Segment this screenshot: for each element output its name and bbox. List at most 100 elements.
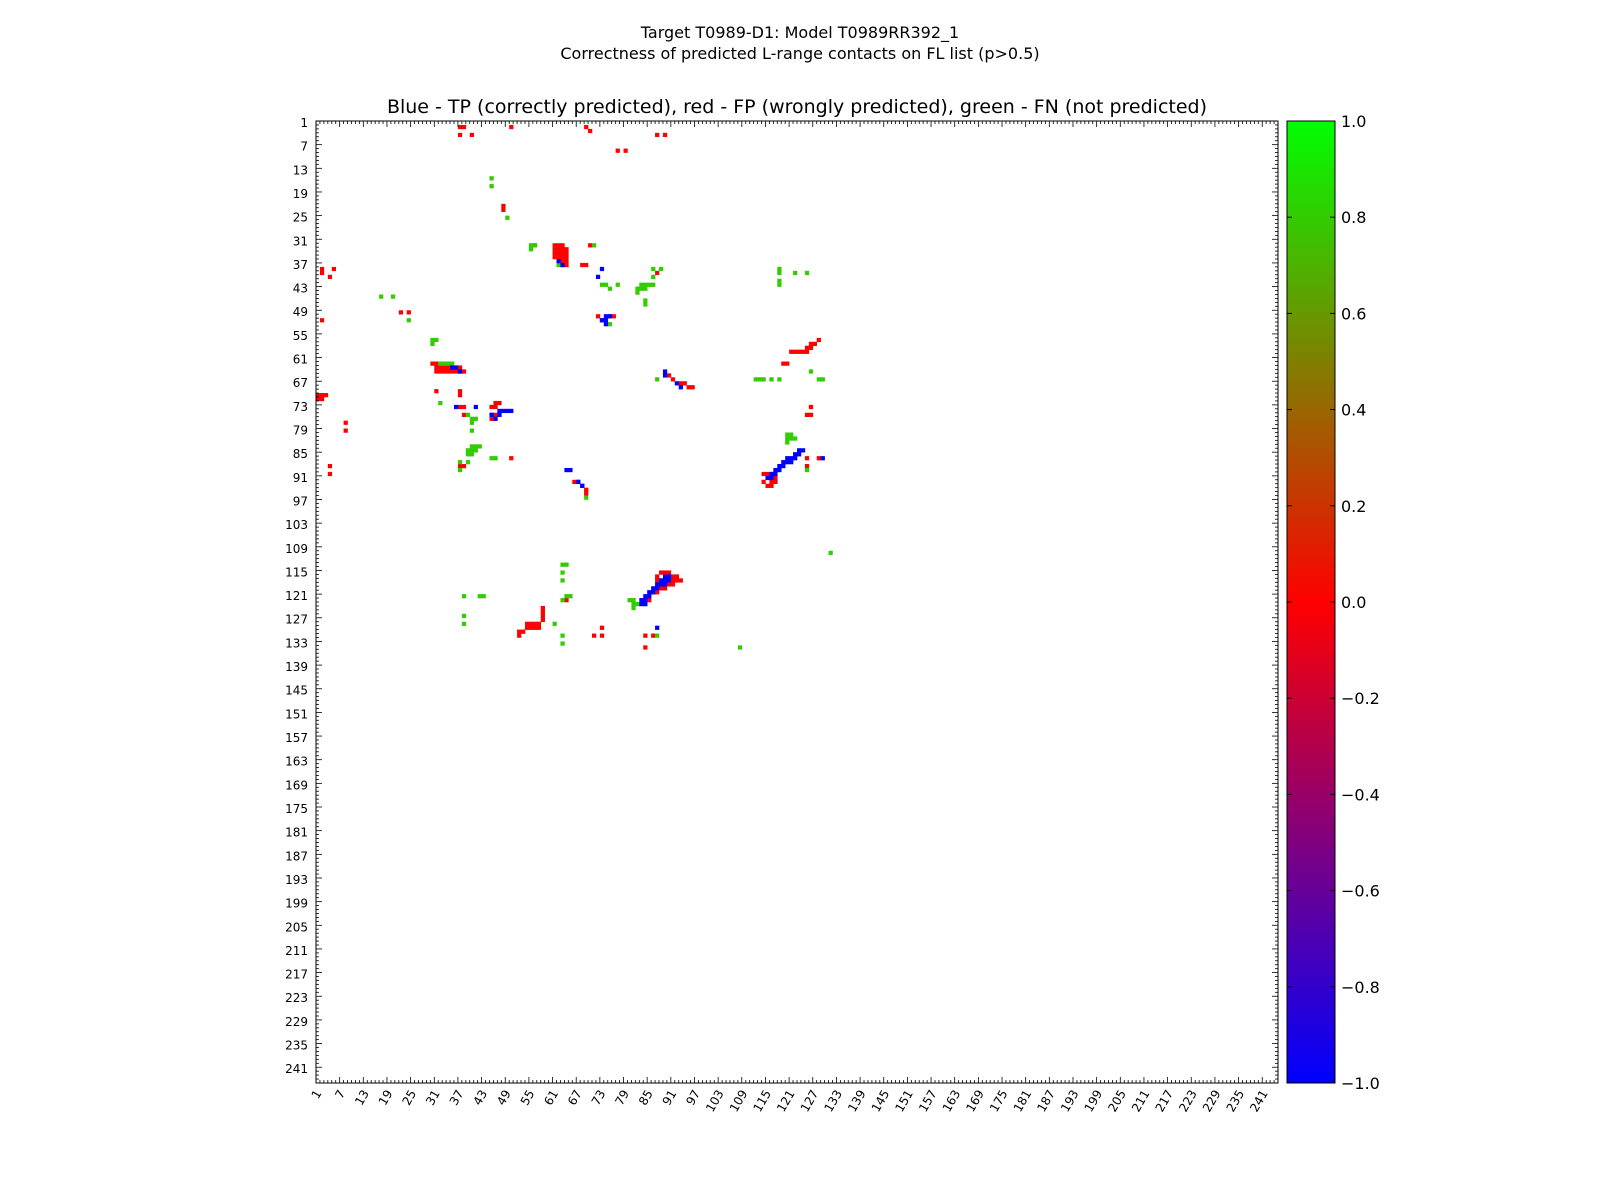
- fp-contact-cell: [446, 369, 451, 374]
- y-tick-label: 115: [285, 565, 308, 579]
- fp-contact-cell: [808, 404, 814, 410]
- tp-contact-cell: [639, 598, 644, 603]
- fn-contact-cell: [560, 641, 565, 646]
- tp-contact-cell: [793, 452, 798, 457]
- y-tick-label: 163: [285, 755, 308, 769]
- fn-contact-cell: [560, 598, 565, 603]
- y-tick-label: 223: [285, 991, 308, 1005]
- fp-contact-cell: [643, 645, 648, 650]
- tp-contact-cell: [662, 373, 668, 378]
- fn-contact-cell: [591, 243, 597, 248]
- tp-contact-cell: [603, 314, 609, 319]
- x-tick-label: 31: [423, 1088, 443, 1108]
- tp-contact-cell: [769, 475, 774, 481]
- tp-contact-cell: [666, 574, 672, 579]
- y-tick-label: 19: [293, 187, 308, 201]
- fp-contact-cell: [556, 251, 561, 256]
- fp-contact-cell: [666, 373, 672, 378]
- y-tick-label: 31: [293, 234, 308, 248]
- fp-contact-cell: [655, 270, 660, 276]
- x-tick-label: 79: [612, 1088, 632, 1108]
- fp-contact-cell: [457, 132, 463, 138]
- y-tick-label: 217: [285, 968, 308, 982]
- colorbar-tick-label: 0.2: [1341, 497, 1366, 516]
- tp-contact-cell: [647, 590, 652, 595]
- fn-contact-cell: [655, 377, 660, 382]
- fn-contact-cell: [481, 594, 486, 599]
- fp-contact-cell: [501, 203, 506, 209]
- fp-contact-cell: [674, 578, 680, 583]
- fn-contact-cell: [655, 633, 660, 638]
- fp-contact-cell: [461, 404, 467, 410]
- fn-contact-cell: [651, 266, 656, 272]
- fn-contact-cell: [757, 377, 762, 382]
- fp-contact-cell: [670, 574, 676, 579]
- fn-contact-cell: [465, 460, 471, 465]
- tp-contact-cell: [643, 602, 648, 607]
- fn-contact-cell: [489, 176, 494, 181]
- fp-contact-cell: [540, 613, 545, 619]
- tp-contact-cell: [781, 460, 786, 465]
- fp-contact-cell: [316, 396, 321, 402]
- fn-contact-cell: [568, 594, 573, 599]
- tp-contact-cell: [655, 586, 660, 591]
- fp-contact-cell: [662, 570, 668, 575]
- fp-contact-cell: [804, 456, 810, 461]
- y-tick-label: 133: [285, 636, 308, 650]
- colorbar: [1286, 120, 1336, 1084]
- plot-area-frame: [315, 120, 1279, 1084]
- fn-contact-cell: [457, 460, 463, 465]
- fp-contact-cell: [690, 385, 695, 390]
- y-tick-label: 145: [285, 684, 308, 698]
- fp-contact-cell: [816, 337, 821, 343]
- tp-contact-cell: [453, 404, 459, 410]
- fp-contact-cell: [773, 479, 778, 485]
- fp-contact-cell: [319, 266, 325, 272]
- fp-contact-cell: [595, 314, 601, 319]
- fn-contact-cell: [528, 243, 534, 248]
- fn-contact-cell: [789, 436, 794, 441]
- colorbar-tick-label: 0.6: [1341, 304, 1366, 323]
- fp-contact-cell: [682, 381, 687, 386]
- fp-contact-cell: [769, 479, 774, 485]
- fp-contact-cell: [319, 270, 325, 276]
- tp-contact-cell: [595, 274, 601, 279]
- fn-contact-cell: [446, 361, 451, 366]
- tp-contact-cell: [568, 467, 573, 473]
- fp-contact-cell: [524, 621, 530, 626]
- fp-contact-cell: [662, 586, 668, 591]
- fp-contact-cell: [493, 404, 498, 410]
- fp-contact-cell: [434, 365, 439, 370]
- fn-contact-cell: [461, 621, 467, 626]
- fp-contact-cell: [580, 262, 585, 268]
- fn-contact-cell: [627, 598, 632, 603]
- fp-contact-cell: [678, 381, 683, 386]
- chart-title: Blue - TP (correctly predicted), red - F…: [387, 96, 1207, 118]
- fp-contact-cell: [584, 487, 589, 492]
- fn-contact-cell: [528, 247, 534, 252]
- fp-contact-cell: [446, 365, 451, 370]
- tp-contact-cell: [580, 483, 585, 488]
- x-tick-label: 103: [703, 1088, 727, 1115]
- fn-contact-cell: [564, 594, 569, 599]
- fp-contact-cell: [615, 148, 620, 153]
- fp-contact-cell: [469, 132, 474, 138]
- fp-contact-cell: [327, 464, 333, 469]
- chart-suptitle-line2: Correctness of predicted L-range contact…: [560, 44, 1039, 63]
- y-tick-label: 181: [285, 826, 308, 840]
- fn-contact-cell: [560, 570, 565, 575]
- fp-contact-cell: [804, 412, 810, 417]
- y-tick-label: 49: [293, 305, 308, 319]
- x-tick-label: 151: [892, 1088, 916, 1115]
- fp-contact-cell: [501, 207, 506, 212]
- y-tick-label: 187: [285, 849, 308, 863]
- fn-contact-cell: [777, 266, 782, 272]
- tp-contact-cell: [785, 456, 790, 461]
- tp-contact-cell: [497, 408, 502, 414]
- fn-contact-cell: [607, 286, 612, 291]
- colorbar-tick-label: −1.0: [1341, 1074, 1380, 1093]
- tp-contact-cell: [797, 448, 802, 453]
- tp-contact-cell: [643, 594, 648, 599]
- tp-contact-cell: [457, 369, 463, 374]
